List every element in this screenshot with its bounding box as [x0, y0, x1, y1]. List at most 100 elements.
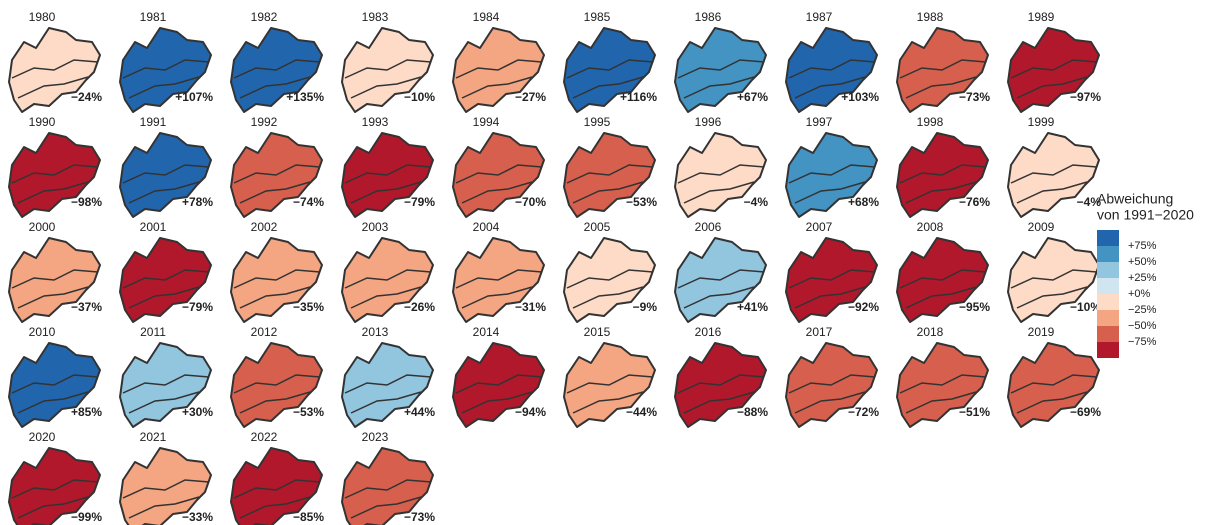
legend-label: +0%	[1128, 288, 1151, 300]
map-panel: 1988−73%	[897, 10, 990, 112]
year-label: 1981	[140, 10, 167, 24]
map-panel: 2017−72%	[786, 325, 879, 427]
legend-label: −50%	[1128, 320, 1157, 332]
deviation-label: +30%	[182, 405, 213, 419]
legend-swatch	[1097, 278, 1119, 294]
map-panel: 1987+103%	[786, 10, 879, 112]
map-panel: 2020−99%	[9, 430, 102, 525]
deviation-label: −70%	[515, 195, 546, 209]
year-label: 2019	[1028, 325, 1055, 339]
year-label: 1986	[695, 10, 722, 24]
legend-swatch	[1097, 246, 1119, 262]
year-label: 1996	[695, 115, 722, 129]
year-label: 2021	[140, 430, 167, 444]
map-panel: 1996 −4%	[675, 115, 768, 217]
map-panel: 1980−24%	[9, 10, 102, 112]
map-panel: 2014−94%	[453, 325, 546, 427]
map-panel: 1999−4%	[1008, 115, 1101, 217]
year-label: 2017	[806, 325, 833, 339]
year-label: 1993	[362, 115, 389, 129]
map-panel: 1997 +68%	[786, 115, 879, 217]
year-label: 1989	[1028, 10, 1055, 24]
map-panel: 2000−37%	[9, 220, 102, 322]
deviation-label: −69%	[1070, 405, 1101, 419]
map-grid: 1980−24%1981+107%1982+135%1983−10%1984−2…	[0, 0, 1217, 525]
deviation-label: −10%	[1070, 300, 1101, 314]
year-label: 2002	[251, 220, 278, 234]
map-panel: 1982+135%	[231, 10, 324, 112]
deviation-label: −79%	[182, 300, 213, 314]
legend-label: −75%	[1128, 336, 1157, 348]
map-panel: 1994 −70%	[453, 115, 546, 217]
year-label: 1982	[251, 10, 278, 24]
map-panel: 2005 −9%	[564, 220, 657, 322]
deviation-label: +68%	[848, 195, 879, 209]
year-label: 2010	[29, 325, 56, 339]
year-label: 2022	[251, 430, 278, 444]
deviation-label: −73%	[404, 510, 435, 524]
year-label: 2009	[1028, 220, 1055, 234]
deviation-label: −95%	[959, 300, 990, 314]
deviation-label: −53%	[293, 405, 324, 419]
year-label: 1980	[29, 10, 56, 24]
year-label: 1987	[806, 10, 833, 24]
map-panel: 2023−73%	[342, 430, 435, 525]
map-panel: 2018 −51%	[897, 325, 990, 427]
deviation-label: −10%	[404, 90, 435, 104]
year-label: 2018	[917, 325, 944, 339]
deviation-label: −73%	[959, 90, 990, 104]
map-panel: 2007 −92%	[786, 220, 879, 322]
map-panel: 1981 +107%	[120, 10, 213, 112]
year-label: 1998	[917, 115, 944, 129]
map-panel: 1986+67%	[675, 10, 768, 112]
deviation-label: −94%	[515, 405, 546, 419]
map-panel: 2022 −85%	[231, 430, 324, 525]
year-label: 2012	[251, 325, 278, 339]
year-label: 2004	[473, 220, 500, 234]
legend-swatch	[1097, 342, 1119, 358]
map-panel: 1991+78%	[120, 115, 213, 217]
map-panel: 2010+85%	[9, 325, 102, 427]
year-label: 2008	[917, 220, 944, 234]
legend-swatch	[1097, 326, 1119, 342]
map-panel: 2004−31%	[453, 220, 546, 322]
deviation-label: −98%	[71, 195, 102, 209]
year-label: 1997	[806, 115, 833, 129]
map-panel: 2012 −53%	[231, 325, 324, 427]
legend-label: +50%	[1128, 256, 1157, 268]
year-label: 2016	[695, 325, 722, 339]
year-label: 2001	[140, 220, 167, 234]
deviation-label: −85%	[293, 510, 324, 524]
year-label: 1994	[473, 115, 500, 129]
deviation-label: −76%	[959, 195, 990, 209]
deviation-label: −35%	[293, 300, 324, 314]
deviation-label: +116%	[620, 90, 657, 104]
deviation-label: −79%	[404, 195, 435, 209]
deviation-label: −74%	[293, 195, 324, 209]
map-panel: 2019 −69%	[1008, 325, 1101, 427]
deviation-label: −27%	[515, 90, 546, 104]
deviation-label: −9%	[633, 300, 658, 314]
deviation-label: −44%	[626, 405, 657, 419]
map-panel: 2008 −95%	[897, 220, 990, 322]
year-label: 1991	[140, 115, 167, 129]
deviation-label: −88%	[737, 405, 768, 419]
deviation-label: −92%	[848, 300, 879, 314]
legend-swatch	[1097, 262, 1119, 278]
deviation-label: −51%	[959, 405, 990, 419]
map-panel: 1995−53%	[564, 115, 657, 217]
legend-title: von 1991−2020	[1097, 207, 1194, 223]
deviation-label: −33%	[182, 510, 213, 524]
year-label: 2005	[584, 220, 611, 234]
year-label: 2007	[806, 220, 833, 234]
deviation-label: −4%	[744, 195, 769, 209]
legend-title: Abweichung	[1097, 191, 1173, 207]
map-panel: 1984−27%	[453, 10, 546, 112]
map-panel: 2001 −79%	[120, 220, 213, 322]
deviation-label: +107%	[175, 90, 213, 104]
legend-label: −25%	[1128, 304, 1157, 316]
map-panel: 2006+41%	[675, 220, 768, 322]
deviation-label: +41%	[737, 300, 768, 314]
year-label: 2013	[362, 325, 389, 339]
map-panel: 1985+116%	[564, 10, 657, 112]
